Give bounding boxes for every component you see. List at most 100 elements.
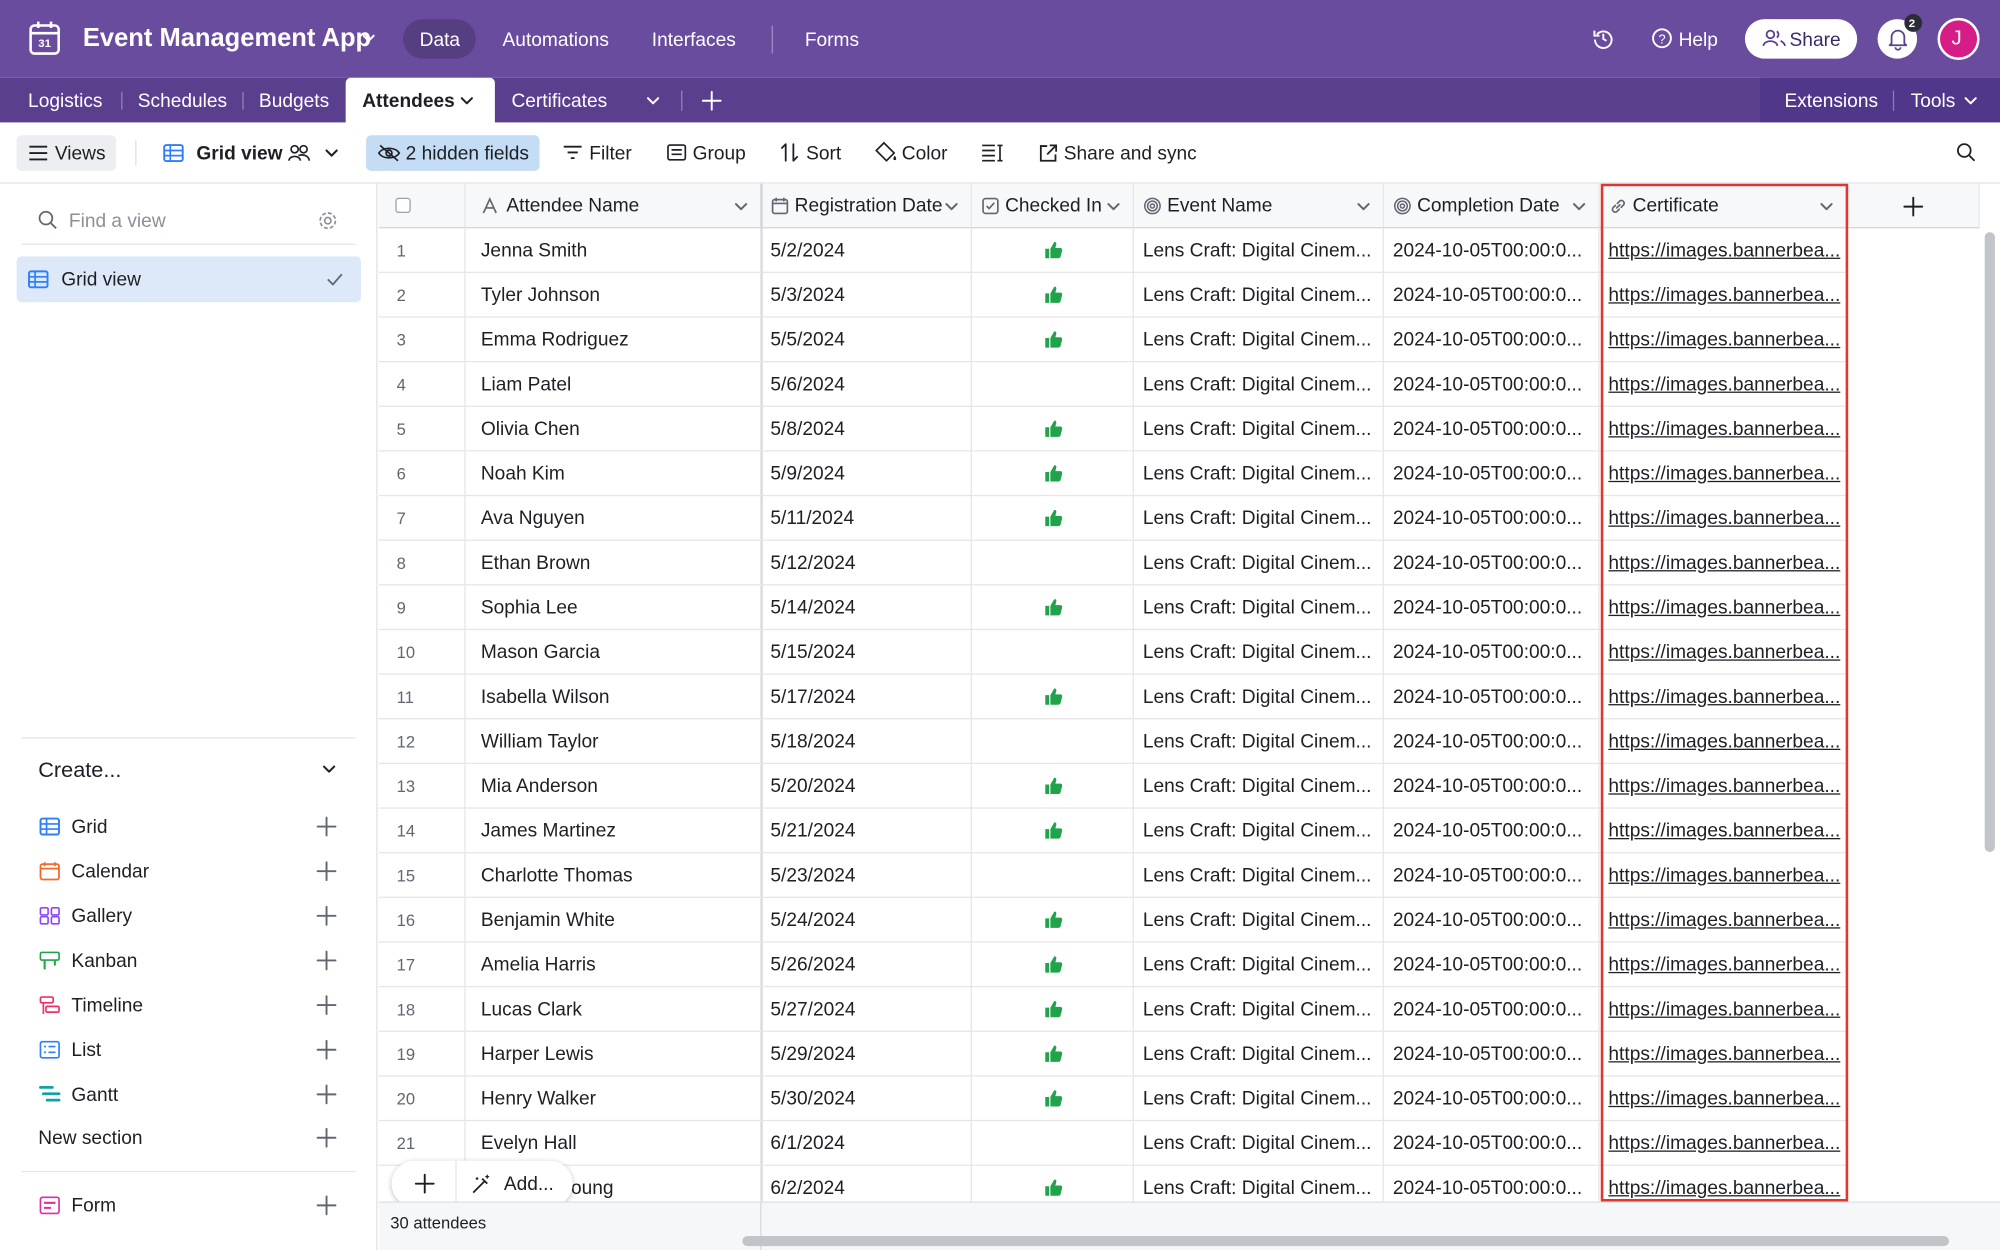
table-row[interactable]: 7 Ava Nguyen 5/11/2024 Lens Craft: Digital … xyxy=(378,496,1847,541)
create-item[interactable]: Gallery xyxy=(71,904,133,927)
nav-tab[interactable]: Interfaces xyxy=(651,28,736,51)
form-item[interactable]: Form xyxy=(71,1194,117,1217)
table-row[interactable]: 15 Charlotte Thomas 5/23/2024 Lens Craft: D… xyxy=(378,853,1847,898)
row-number: 1 xyxy=(378,228,466,273)
table-row[interactable]: 3 Emma Rodriguez 5/5/2024 Lens Craft: Digit… xyxy=(378,317,1847,363)
certificate-link[interactable]: https://images.bannerbea... xyxy=(1599,674,1847,720)
table-row[interactable]: 1 Jenna Smith 5/2/2024 Lens Craft: Digital … xyxy=(378,228,1847,273)
column-header[interactable]: Registration Date xyxy=(761,183,972,229)
certificate-link[interactable]: https://images.bannerbea... xyxy=(1599,406,1847,452)
tools-chevron xyxy=(1964,97,1977,105)
app-title[interactable]: Event Management App xyxy=(82,24,372,53)
share-button[interactable]: Share xyxy=(1789,28,1841,51)
add-record-button[interactable]: Add... xyxy=(391,1160,573,1202)
nav-tab[interactable]: Data xyxy=(419,28,461,51)
certificate-link[interactable]: https://images.bannerbea... xyxy=(1599,585,1847,631)
certificate-link[interactable]: https://images.bannerbea... xyxy=(1599,228,1847,273)
table-row[interactable]: 8 Ethan Brown 5/12/2024 Lens Craft: Digital… xyxy=(378,540,1847,586)
create-item[interactable]: Calendar xyxy=(71,860,150,883)
table-row[interactable]: 13 Mia Anderson 5/20/2024 Lens Craft: Digit… xyxy=(378,764,1847,809)
table-row[interactable]: 5 Olivia Chen 5/8/2024 Lens Craft: Digital … xyxy=(378,406,1847,452)
table-row[interactable]: 14 James Martinez 5/21/2024 Lens Craft: Dig… xyxy=(378,808,1847,854)
table-tab[interactable]: Certificates xyxy=(511,89,608,112)
help-button[interactable]: Help xyxy=(1678,28,1718,51)
certificate-link[interactable]: https://images.bannerbea... xyxy=(1599,1165,1847,1202)
certificate-link[interactable]: https://images.bannerbea... xyxy=(1599,808,1847,854)
filter-button[interactable]: Filter xyxy=(589,142,632,164)
table-tab[interactable]: Attendees xyxy=(362,89,455,112)
create-item[interactable]: List xyxy=(71,1038,102,1061)
column-header[interactable]: Certificate xyxy=(1599,183,1847,229)
certificate-link[interactable]: https://images.bannerbea... xyxy=(1599,1121,1847,1166)
tools-button[interactable]: Tools xyxy=(1910,89,1956,112)
certificate-link[interactable]: https://images.bannerbea... xyxy=(1599,764,1847,809)
create-item[interactable]: Grid xyxy=(71,815,108,838)
checkbox-cell xyxy=(971,496,1134,541)
nav-tab[interactable]: Automations xyxy=(502,28,609,51)
table-tab[interactable]: Schedules xyxy=(137,89,228,112)
hidden-fields-bg[interactable] xyxy=(366,135,540,171)
nav-tab[interactable]: Forms xyxy=(804,28,860,51)
vertical-scrollbar xyxy=(1984,232,1995,853)
certificate-link[interactable]: https://images.bannerbea... xyxy=(1599,451,1847,497)
sort-button[interactable]: Sort xyxy=(806,142,842,164)
row-height-icon xyxy=(982,144,1003,162)
table-tab[interactable]: Logistics xyxy=(28,89,103,112)
table-row[interactable]: 19 Harper Lewis 5/29/2024 Lens Craft: Digit… xyxy=(378,1031,1847,1077)
column-header[interactable]: Completion Date xyxy=(1383,183,1600,229)
table-tab-bar: Logistics Schedules Budgets Attendees Certif… xyxy=(0,77,2000,123)
certificate-link[interactable]: https://images.bannerbea... xyxy=(1599,942,1847,988)
certificate-link[interactable]: https://images.bannerbea... xyxy=(1599,1076,1847,1122)
certificate-link[interactable]: https://images.bannerbea... xyxy=(1599,853,1847,898)
table-row[interactable]: 20 Henry Walker 5/30/2024 Lens Craft: Digit… xyxy=(378,1076,1847,1122)
checkbox-cell xyxy=(971,406,1134,452)
create-item[interactable]: Kanban xyxy=(71,949,138,972)
group-button[interactable]: Group xyxy=(692,142,746,164)
new-section[interactable]: New section xyxy=(38,1126,143,1149)
column-header[interactable]: Event Name xyxy=(1133,183,1384,229)
find-view-input[interactable]: Find a view xyxy=(68,209,166,232)
table-row[interactable]: 17 Amelia Harris 5/26/2024 Lens Craft: Digi… xyxy=(378,942,1847,988)
selected-view-bg[interactable] xyxy=(16,256,361,303)
table-row[interactable]: 2 Tyler Johnson 5/3/2024 Lens Craft: Digita… xyxy=(378,272,1847,318)
certificate-link[interactable]: https://images.bannerbea... xyxy=(1599,719,1847,765)
certificate-link[interactable]: https://images.bannerbea... xyxy=(1599,1031,1847,1077)
table-row[interactable]: 18 Lucas Clark 5/27/2024 Lens Craft: Digita… xyxy=(378,987,1847,1032)
table-row[interactable]: 11 Isabella Wilson 5/17/2024 Lens Craft: Di… xyxy=(378,674,1847,720)
certificate-link[interactable]: https://images.bannerbea... xyxy=(1599,897,1847,943)
certificate-link[interactable]: https://images.bannerbea... xyxy=(1599,272,1847,318)
certificate-link[interactable]: https://images.bannerbea... xyxy=(1599,630,1847,675)
certificate-link[interactable]: https://images.bannerbea... xyxy=(1599,362,1847,407)
table-row[interactable]: 12 William Taylor 5/18/2024 Lens Craft: Dig… xyxy=(378,719,1847,765)
share-button-bg[interactable] xyxy=(1744,19,1858,59)
view-list-item[interactable]: Grid view xyxy=(61,268,141,291)
extensions-button[interactable]: Extensions xyxy=(1784,89,1879,112)
certificate-link[interactable]: https://images.bannerbea... xyxy=(1599,317,1847,363)
table-row[interactable]: 16 Benjamin White 5/24/2024 Lens Craft: Dig… xyxy=(378,897,1847,943)
hidden-fields-button[interactable]: 2 hidden fields xyxy=(405,142,530,164)
table-tab[interactable]: Budgets xyxy=(258,89,330,112)
table-row[interactable]: 4 Liam Patel 5/6/2024 Lens Craft: Digital C… xyxy=(378,362,1847,407)
row-number: 10 xyxy=(378,630,466,675)
certificate-link[interactable]: https://images.bannerbea... xyxy=(1599,496,1847,541)
event-name: Lens Craft: Digital Cinem... xyxy=(1133,853,1384,898)
create-item[interactable]: Timeline xyxy=(71,994,144,1016)
views-button[interactable]: Views xyxy=(54,142,106,164)
share-sync-button[interactable]: Share and sync xyxy=(1063,142,1197,164)
color-button[interactable]: Color xyxy=(901,142,948,164)
column-header[interactable]: Checked In xyxy=(971,183,1134,229)
table-row[interactable]: 6 Noah Kim 5/9/2024 Lens Craft: Digital Cin… xyxy=(378,451,1847,497)
column-type-icon xyxy=(1144,197,1161,215)
certificate-link[interactable]: https://images.bannerbea... xyxy=(1599,987,1847,1032)
avatar[interactable] xyxy=(1937,17,1980,60)
table-row[interactable]: 21 Evelyn Hall 6/1/2024 Lens Craft: Digital… xyxy=(378,1121,1847,1166)
table-row[interactable]: 10 Mason Garcia 5/15/2024 Lens Craft: Digit… xyxy=(378,630,1847,675)
column-header[interactable]: Attendee Name xyxy=(465,183,762,229)
certificate-link[interactable]: https://images.bannerbea... xyxy=(1599,540,1847,586)
create-section-title[interactable]: Create... xyxy=(38,757,122,782)
table-row[interactable]: 9 Sophia Lee 5/14/2024 Lens Craft: Digital … xyxy=(378,585,1847,631)
create-item[interactable]: Gantt xyxy=(71,1083,119,1106)
view-name[interactable]: Grid view xyxy=(196,142,283,164)
